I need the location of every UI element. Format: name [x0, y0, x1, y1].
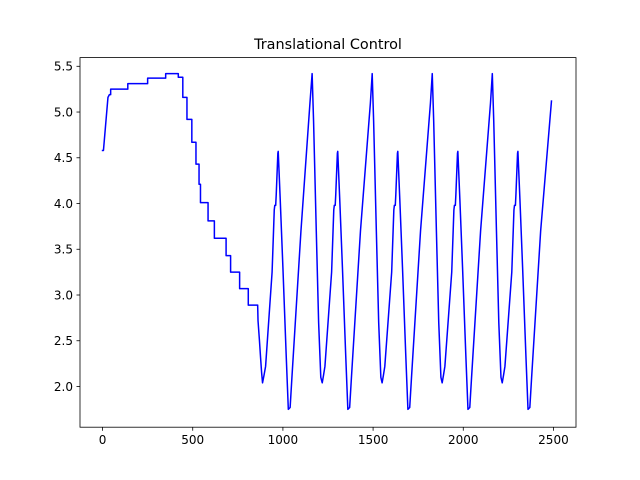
plot-area [101, 72, 553, 411]
axes-frame [79, 57, 577, 428]
y-tick-label: 5.5 [54, 60, 73, 74]
x-tick-label: 1000 [268, 433, 299, 447]
x-tick-label: 2500 [538, 433, 569, 447]
x-tick-label: 0 [99, 433, 107, 447]
y-axis: 2.0 2.5 3.0 3.5 4.0 4.5 5.0 5.5 [54, 60, 80, 394]
y-tick-label: 2.0 [54, 380, 73, 394]
y-tick-label: 4.0 [54, 197, 73, 211]
y-tick-label: 3.5 [54, 243, 73, 257]
x-tick-label: 2000 [448, 433, 479, 447]
x-tick-label: 500 [181, 433, 204, 447]
x-axis: 0 500 1000 1500 2000 2500 [99, 427, 569, 447]
series-line [101, 72, 553, 411]
y-tick-label: 2.5 [54, 334, 73, 348]
y-tick-label: 5.0 [54, 105, 73, 119]
chart-title: Translational Control [253, 37, 402, 53]
y-tick-label: 3.0 [54, 288, 73, 302]
x-tick-label: 1500 [358, 433, 389, 447]
y-tick-label: 4.5 [54, 151, 73, 165]
